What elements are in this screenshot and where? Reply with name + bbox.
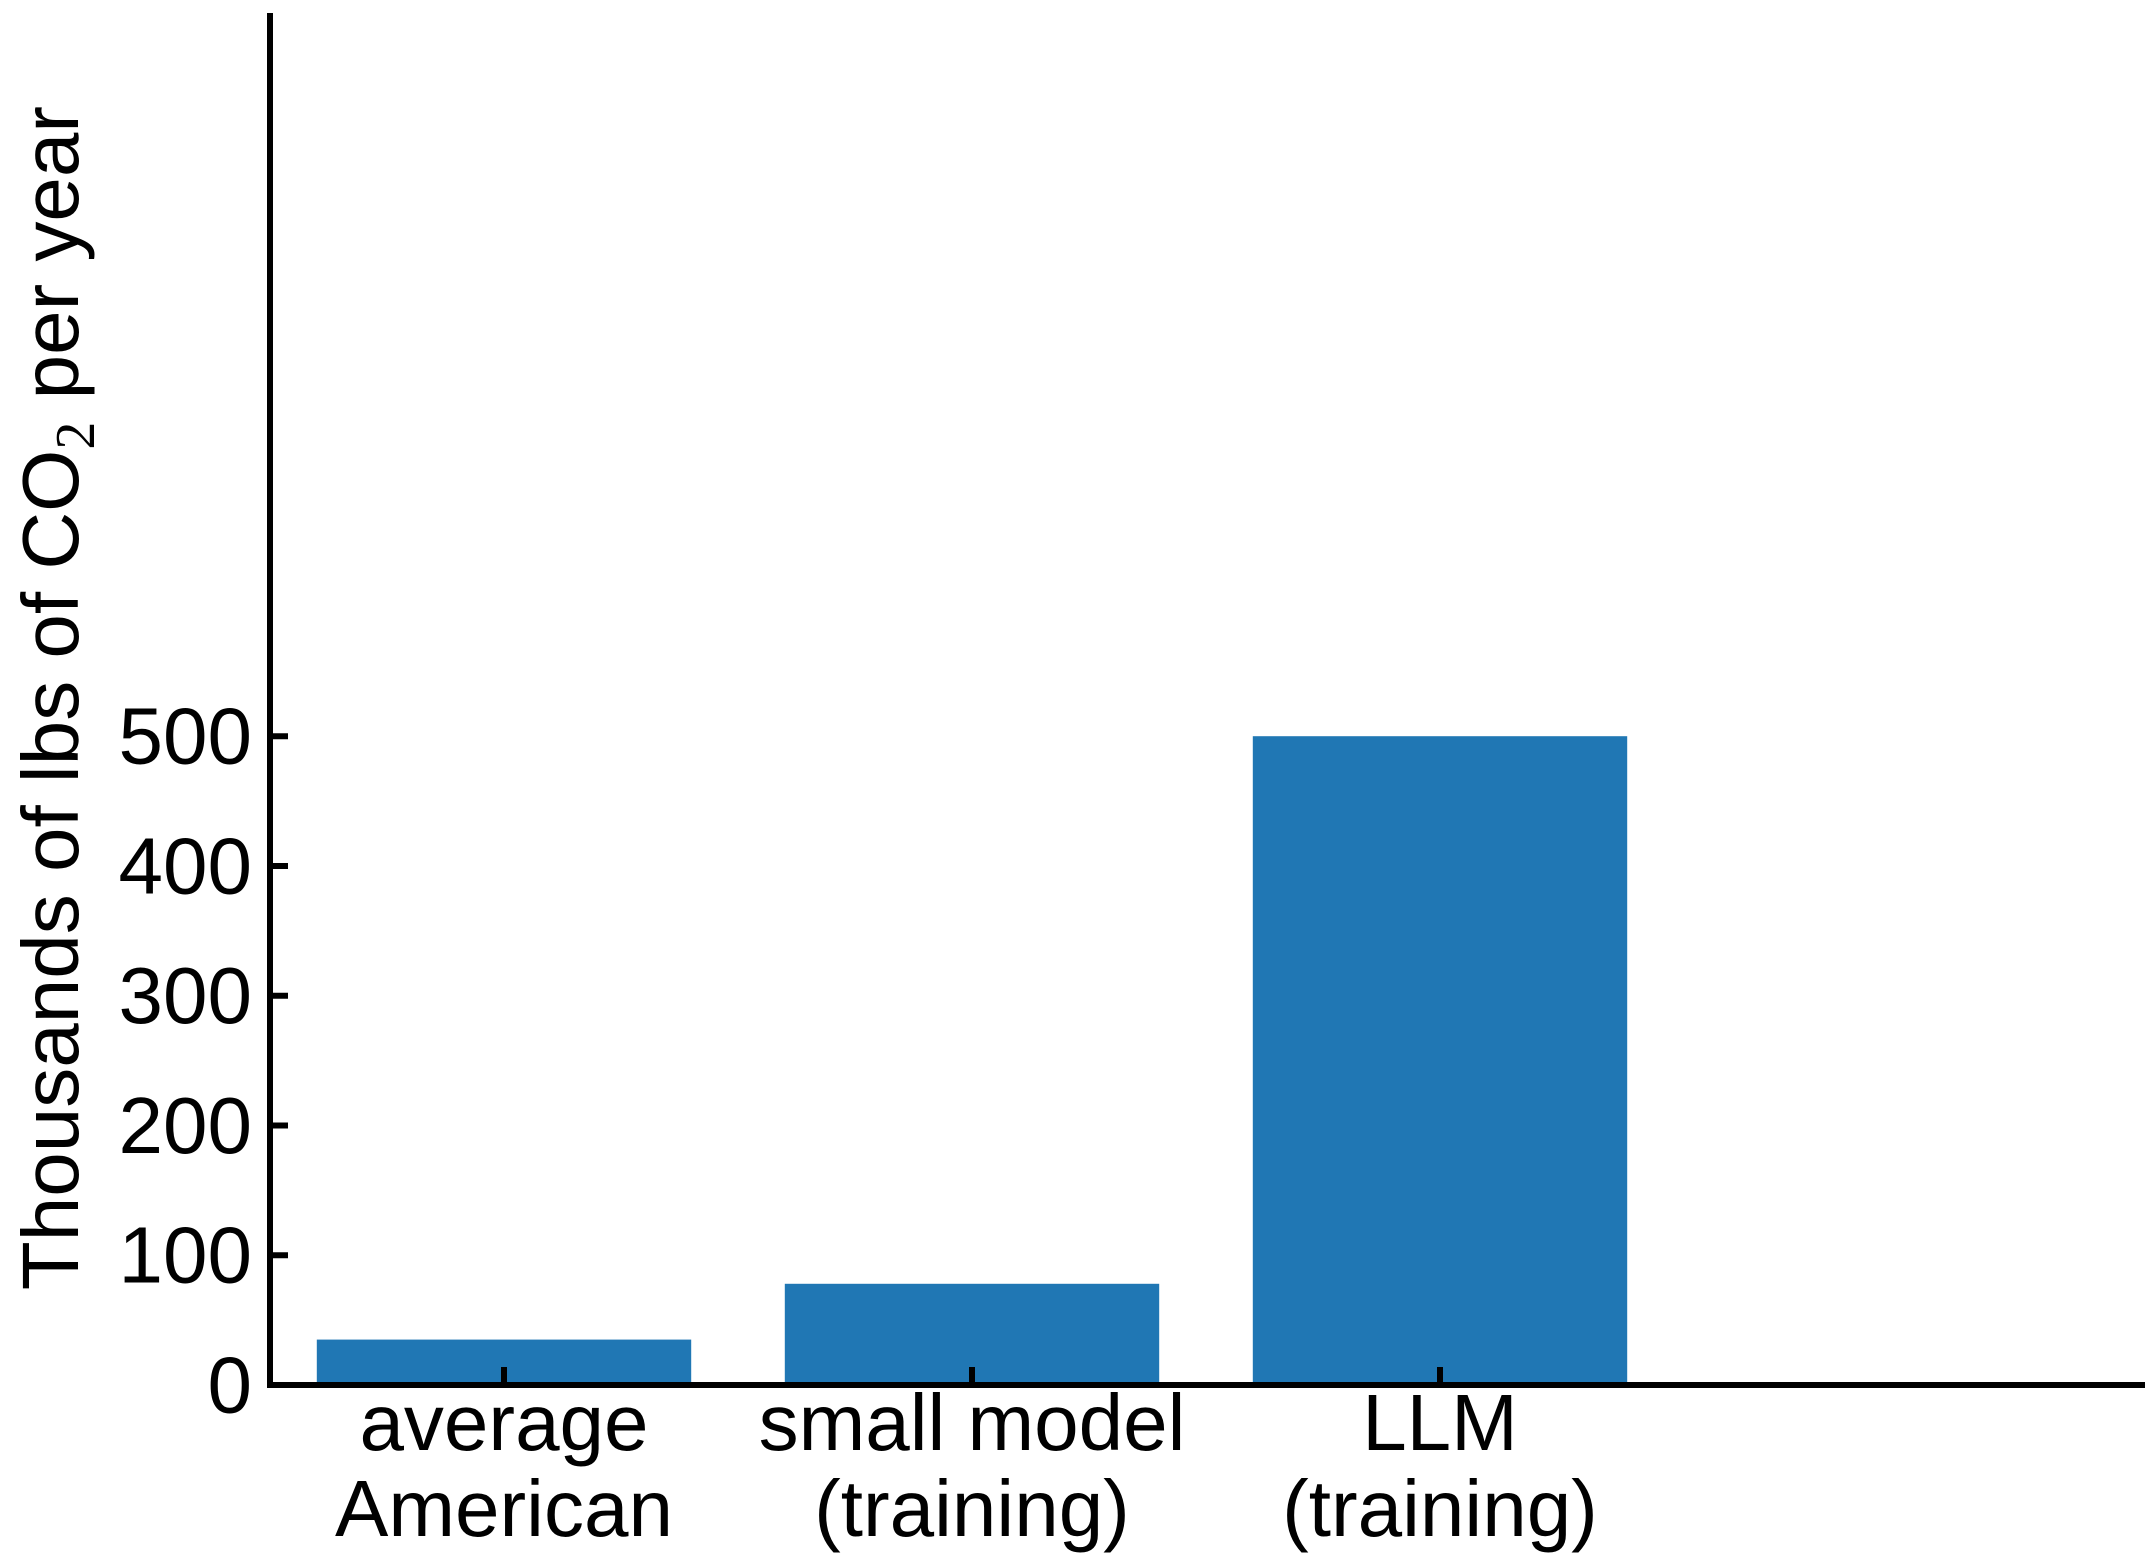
y-axis-title: Thousands of lbs of CO2 per year <box>6 106 107 1290</box>
y-tick-label-100: 100 <box>119 1211 252 1300</box>
y-tick-label-300: 300 <box>119 951 252 1040</box>
y-axis-title-rest: per year <box>6 106 95 422</box>
x-tick-label-0-line-0: average <box>359 1378 648 1467</box>
x-tick-label-2-line-0: LLM <box>1362 1378 1518 1467</box>
y-tick-label-0: 0 <box>208 1341 253 1430</box>
x-tick-label-0-line-1: American <box>335 1464 673 1553</box>
y-ticks-group: 0 100 200 300 400 500 <box>119 692 288 1430</box>
y-tick-label-400: 400 <box>119 821 252 910</box>
x-tick-label-2: LLM (training) <box>1282 1378 1598 1553</box>
x-tick-label-2-line-1: (training) <box>1282 1464 1598 1553</box>
y-axis-title-subscript: 2 <box>45 422 107 450</box>
x-tick-label-1-line-0: small model <box>759 1378 1186 1467</box>
x-tick-label-0: average American <box>335 1378 673 1553</box>
bar-2 <box>1252 736 1628 1385</box>
bars-group <box>316 736 1628 1385</box>
y-tick-label-200: 200 <box>119 1081 252 1170</box>
x-tick-label-1: small model (training) <box>759 1378 1186 1553</box>
y-tick-label-500: 500 <box>119 692 252 781</box>
y-axis-title-main: Thousands of lbs of CO <box>6 450 95 1290</box>
x-tick-label-1-line-1: (training) <box>814 1464 1130 1553</box>
